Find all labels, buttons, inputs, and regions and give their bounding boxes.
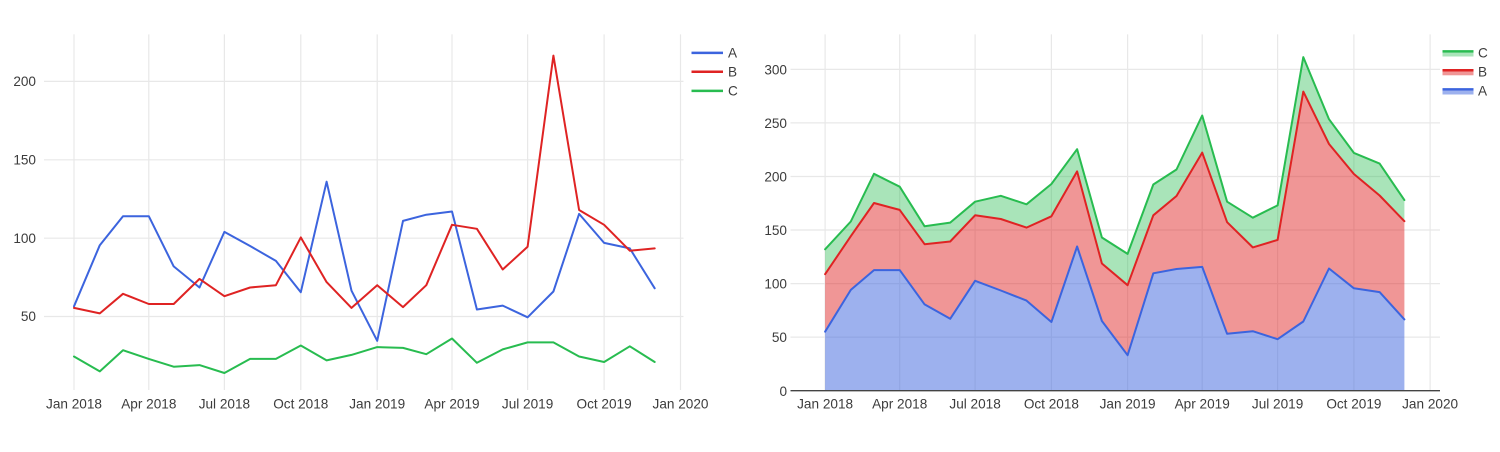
- svg-text:A: A: [728, 46, 738, 61]
- svg-text:50: 50: [21, 309, 37, 324]
- svg-text:250: 250: [764, 116, 787, 131]
- svg-text:Jan 2020: Jan 2020: [1402, 397, 1458, 412]
- svg-text:Apr 2018: Apr 2018: [872, 397, 927, 412]
- svg-text:Apr 2018: Apr 2018: [121, 397, 176, 412]
- svg-text:C: C: [1478, 46, 1488, 61]
- svg-text:Oct 2018: Oct 2018: [1024, 397, 1079, 412]
- svg-text:Jul 2018: Jul 2018: [949, 397, 1000, 412]
- svg-text:Oct 2019: Oct 2019: [1326, 397, 1381, 412]
- svg-text:C: C: [728, 84, 738, 99]
- svg-text:200: 200: [764, 170, 787, 185]
- svg-text:150: 150: [13, 152, 36, 167]
- svg-text:Oct 2018: Oct 2018: [273, 397, 328, 412]
- svg-text:50: 50: [772, 330, 788, 345]
- svg-text:100: 100: [764, 277, 787, 292]
- svg-text:Jul 2019: Jul 2019: [502, 397, 553, 412]
- svg-text:300: 300: [764, 63, 787, 78]
- svg-text:150: 150: [764, 223, 787, 238]
- svg-text:0: 0: [779, 384, 787, 399]
- svg-text:200: 200: [13, 74, 36, 89]
- svg-text:Jan 2019: Jan 2019: [1100, 397, 1156, 412]
- svg-text:A: A: [1478, 84, 1488, 99]
- svg-text:Jan 2020: Jan 2020: [653, 397, 709, 412]
- svg-text:100: 100: [13, 231, 36, 246]
- svg-text:B: B: [1478, 64, 1487, 79]
- svg-text:Jan 2018: Jan 2018: [797, 397, 853, 412]
- svg-text:Oct 2019: Oct 2019: [577, 397, 632, 412]
- svg-text:Apr 2019: Apr 2019: [1175, 397, 1230, 412]
- svg-text:Apr 2019: Apr 2019: [424, 397, 479, 412]
- svg-text:Jan 2018: Jan 2018: [46, 397, 102, 412]
- svg-text:Jul 2018: Jul 2018: [199, 397, 250, 412]
- svg-text:Jul 2019: Jul 2019: [1252, 397, 1303, 412]
- svg-text:B: B: [728, 64, 737, 79]
- svg-text:Jan 2019: Jan 2019: [349, 397, 405, 412]
